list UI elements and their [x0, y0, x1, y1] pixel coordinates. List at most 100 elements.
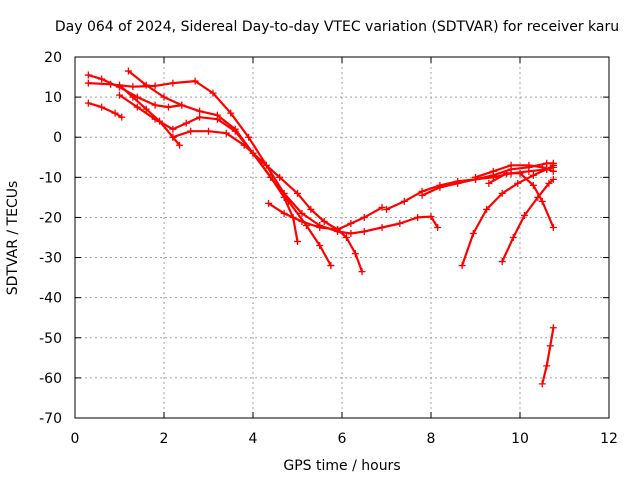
data-point [489, 167, 497, 175]
data-point [454, 179, 462, 187]
chart-title: Day 064 of 2024, Sidereal Day-to-day VTE… [55, 19, 619, 35]
data-point [205, 127, 212, 135]
data-point [240, 141, 248, 149]
y-tick-label: 0 [53, 130, 62, 146]
series-line [267, 202, 384, 231]
data-point [498, 258, 506, 266]
data-point [316, 223, 324, 231]
data-point [98, 75, 106, 83]
x-tick-label: 8 [427, 431, 436, 447]
data-point [525, 161, 533, 169]
series-arc-14 [498, 175, 557, 266]
y-tick-label: -30 [39, 251, 62, 267]
data-point [265, 199, 273, 207]
data-point [151, 82, 159, 90]
y-tick-labels: 20 10 0 -10 -20 -30 -40 -50 -60 -70 [39, 50, 62, 427]
data-point [160, 93, 168, 101]
data-point [307, 205, 315, 213]
data-point [245, 133, 253, 141]
data-point [231, 127, 239, 135]
data-point [383, 205, 390, 213]
data-point [360, 227, 368, 235]
data-point [509, 234, 517, 241]
y-tick-label: -50 [39, 331, 62, 347]
series-arc-13 [458, 161, 557, 270]
data-point [514, 179, 522, 187]
data-point [436, 183, 444, 191]
data-point [534, 193, 542, 201]
data-point [178, 101, 186, 109]
data-point [116, 81, 123, 89]
data-point [196, 107, 204, 115]
data-point [142, 105, 150, 113]
data-point [427, 213, 435, 221]
series-arc-11 [472, 161, 557, 181]
data-point [458, 262, 466, 270]
data-point [276, 173, 284, 181]
data-point [498, 189, 506, 197]
series-line [421, 166, 555, 197]
series-arc-5 [116, 91, 301, 246]
axis-ticks [74, 56, 610, 419]
series-line [461, 164, 555, 267]
data-point [418, 191, 426, 199]
data-point [129, 93, 137, 101]
data-point [334, 225, 342, 233]
data-point [351, 250, 359, 258]
data-point [176, 141, 184, 149]
x-tick-label: 2 [160, 431, 169, 447]
data-point [111, 109, 119, 117]
grid [75, 57, 609, 418]
data-point [434, 223, 442, 231]
series-line [127, 69, 332, 267]
data-point [520, 211, 528, 219]
data-point [169, 79, 177, 87]
data-point [118, 113, 126, 121]
data-point [258, 157, 266, 165]
data-point [280, 209, 288, 217]
data-point [294, 189, 301, 197]
data-point [543, 362, 551, 370]
data-point [164, 103, 172, 111]
data-point [485, 179, 493, 187]
data-point [124, 67, 132, 75]
y-tick-label: -60 [39, 371, 62, 387]
series-line [171, 130, 364, 273]
data-point [227, 109, 235, 117]
x-tick-labels: 0 2 4 6 8 10 12 [71, 431, 618, 447]
data-point [529, 171, 537, 179]
x-tick-label: 6 [338, 431, 347, 447]
data-point [549, 161, 557, 169]
data-point [549, 175, 557, 183]
series-arc-4 [124, 67, 335, 270]
data-point [191, 77, 199, 85]
data-point [378, 203, 386, 211]
y-tick-label: 20 [44, 50, 62, 66]
series-arc-6 [116, 81, 184, 149]
data-point [294, 238, 301, 246]
data-point [84, 99, 92, 107]
series-arc-10 [418, 163, 557, 199]
data-point [396, 219, 404, 227]
series-arc-15 [538, 324, 557, 388]
data-point [360, 213, 368, 221]
data-point [298, 209, 306, 217]
data-point [84, 79, 92, 87]
series-line [87, 102, 123, 119]
data-point [469, 229, 477, 237]
series-arc-8 [265, 199, 386, 233]
data-point [549, 223, 557, 231]
data-point [298, 217, 306, 225]
series-arc-9 [383, 159, 557, 213]
data-point [525, 167, 533, 175]
x-tick-label: 12 [600, 431, 618, 447]
data-point [156, 117, 164, 125]
series-line [118, 84, 181, 147]
data-point [538, 163, 546, 171]
data-point [483, 205, 491, 213]
data-point [414, 213, 422, 221]
y-axis-label: SDTVAR / TECUs [5, 181, 21, 296]
data-point [169, 125, 177, 133]
y-tick-label: -40 [39, 291, 62, 307]
